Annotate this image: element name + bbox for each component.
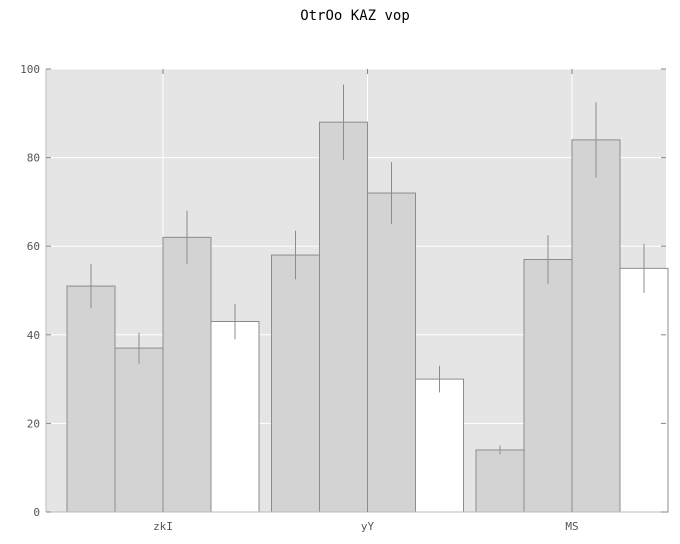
error-bars	[90, 84, 645, 455]
bar	[210, 321, 260, 513]
y-tick-label: 20	[27, 417, 40, 430]
bar	[162, 236, 212, 513]
bar	[367, 192, 416, 513]
y-tick-label: 80	[27, 152, 40, 165]
y-tick-label: 0	[33, 506, 40, 519]
x-tick-label: MS	[565, 520, 578, 533]
bar	[66, 285, 116, 513]
y-tick-label: 40	[27, 329, 40, 342]
x-tick-label: yY	[361, 520, 375, 533]
bar	[571, 139, 621, 513]
axes: 0 20 40 60 80 100 zkI yY MS	[20, 63, 666, 533]
bar	[475, 449, 525, 513]
bar	[319, 121, 368, 513]
y-tick-label: 60	[27, 240, 40, 253]
bar	[271, 254, 320, 513]
bar	[619, 267, 669, 513]
chart-title: OtrOo KAZ vop	[300, 8, 410, 24]
bars	[66, 121, 669, 513]
y-tick-label: 100	[20, 63, 40, 76]
bar	[114, 347, 164, 513]
x-tick-label: zkI	[153, 520, 173, 533]
bar	[415, 378, 464, 513]
bar	[523, 258, 573, 513]
